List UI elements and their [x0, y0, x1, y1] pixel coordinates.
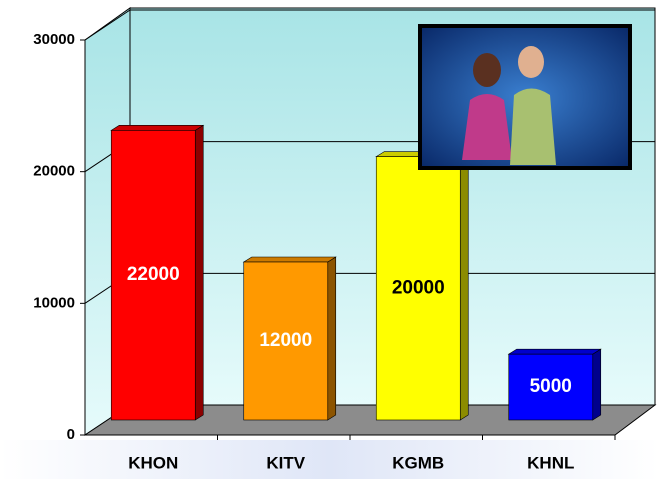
value-label: 22000: [127, 264, 180, 285]
bar-top: [244, 257, 336, 262]
bar-side: [195, 125, 203, 420]
chart: 22000 12000 20000 5000 0 10000 20000 30000 KHON…: [0, 0, 659, 479]
y-tick-label: 30000: [33, 31, 75, 48]
bar-top: [509, 349, 601, 354]
x-tick-label: KGMB: [392, 453, 444, 472]
x-tick-label: KHNL: [527, 453, 574, 472]
person-body: [462, 94, 512, 160]
person-head: [518, 46, 544, 78]
person-body: [510, 89, 556, 166]
y-tick-label: 0: [67, 426, 75, 443]
page: 22000 12000 20000 5000 0 10000 20000 30000 KHON…: [0, 0, 659, 479]
bar-side: [460, 152, 468, 420]
bar-top: [111, 125, 203, 130]
bar-side: [593, 349, 601, 420]
x-tick-label: KITV: [266, 453, 305, 472]
value-label: 5000: [530, 376, 572, 397]
x-tick-label: KHON: [128, 453, 178, 472]
y-tick-label: 20000: [33, 163, 75, 180]
photo: [418, 24, 632, 170]
value-label: 20000: [392, 277, 445, 298]
y-tick-label: 10000: [33, 294, 75, 311]
person-head: [473, 53, 501, 87]
value-label: 12000: [259, 330, 312, 351]
bar-side: [328, 257, 336, 420]
